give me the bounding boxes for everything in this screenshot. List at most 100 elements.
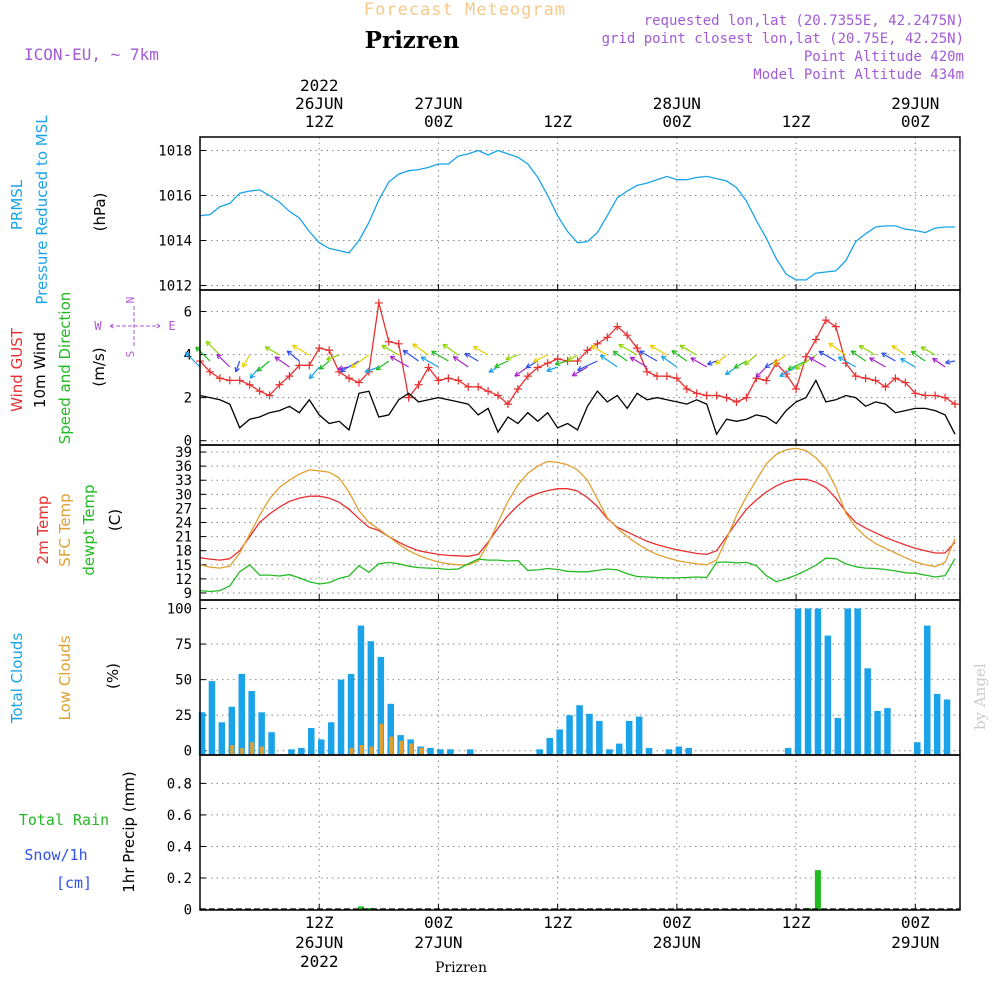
wind-arrow-shaft	[431, 350, 449, 362]
panel-4: 0 0.2 0.4 0.6 0.8 1hr Precip (mm) Total Rain Sn…	[19, 754, 961, 919]
low-cloud-bar	[419, 747, 424, 755]
wind-arrow-head	[274, 356, 280, 362]
rain-bar	[367, 908, 374, 910]
gust-marker	[722, 393, 731, 402]
wind-arrow-head	[629, 356, 636, 362]
wind-arrow-shaft	[600, 354, 618, 368]
bottom-hour-label: 12Z	[305, 913, 334, 932]
wind-arrow-shaft	[661, 355, 678, 368]
gust-marker	[225, 376, 234, 385]
wind-arrow-shaft	[286, 350, 300, 362]
wind-arrow-shaft	[242, 354, 251, 368]
wind-arrow-head	[671, 350, 677, 356]
wind-arrow-head	[715, 359, 721, 365]
gust-marker	[821, 316, 830, 325]
total-cloud-bar	[844, 608, 851, 755]
total-cloud-bar	[864, 668, 871, 755]
low-cloud-bar	[409, 743, 414, 755]
wind-arrow-shaft	[787, 360, 807, 371]
gust-marker	[732, 397, 741, 406]
wind-arrow-head	[532, 357, 539, 363]
wind-arrow-shaft	[340, 360, 360, 373]
gust-marker	[404, 393, 413, 402]
wind-arrow-head	[514, 371, 520, 377]
wind-arrow-head	[554, 360, 561, 366]
top-hour-label: 00Z	[662, 112, 691, 131]
bottom-year-label: 2022	[300, 952, 339, 971]
gust-marker	[851, 372, 860, 381]
y-tick-label: 1018	[158, 144, 192, 160]
y-tick-label: 33	[175, 473, 192, 489]
total-cloud-bar	[377, 656, 385, 755]
wind-arrow-head	[249, 373, 256, 379]
wind-arrow-head	[488, 367, 495, 373]
total-cloud-bar	[337, 679, 345, 755]
top-hour-label: 12Z	[782, 112, 811, 131]
panel-3: 0 25 50 75 100 Total Clouds Low Clouds (%)	[8, 599, 961, 760]
y-axis-label: (hPa)	[91, 193, 109, 232]
y-tick-label: 0	[184, 903, 192, 919]
y-axis-label: Low Clouds	[56, 635, 74, 720]
wind-arrow-shaft	[891, 345, 906, 356]
y-tick-label: 24	[175, 516, 192, 532]
wind-arrow-shaft	[590, 345, 608, 356]
y-axis-label: Total Clouds	[8, 633, 26, 725]
y-axis-label: Pressure Reduced to MSL	[33, 115, 51, 305]
gust-marker	[652, 372, 661, 381]
wind-arrow-shaft	[809, 357, 827, 368]
total-cloud-bar	[447, 749, 454, 755]
wind-arrow-shaft	[828, 342, 847, 356]
wind-arrow-head	[755, 372, 761, 378]
wind-arrow-shaft	[881, 352, 896, 362]
wind-arrow-shaft	[639, 350, 658, 362]
wind-arrow-shaft	[195, 346, 211, 362]
y-tick-label: 39	[175, 445, 192, 461]
wind-arrow-head	[326, 355, 332, 361]
total-cloud-bar	[665, 749, 673, 755]
low-cloud-bar	[349, 747, 354, 755]
total-cloud-bar	[367, 641, 375, 755]
y-tick-label: 1014	[158, 234, 192, 250]
wind-arrow-shaft	[772, 354, 787, 365]
gust-marker	[523, 372, 532, 381]
wind-arrow-shaft	[533, 354, 548, 363]
wind-arrow-head	[828, 342, 834, 348]
y-axis-label: 2m Temp	[34, 496, 52, 565]
gust-marker	[275, 380, 284, 389]
gust-marker	[424, 363, 433, 372]
gust-marker	[633, 344, 642, 353]
total-cloud-bar	[804, 608, 812, 755]
bottom-date-label: 27JUN	[414, 933, 462, 952]
wind-arrow-shaft	[308, 366, 320, 380]
total-cloud-bar	[437, 749, 444, 755]
total-cloud-bar	[914, 742, 921, 755]
total-cloud-bar	[635, 716, 643, 755]
wind-arrow-shaft	[629, 356, 648, 368]
wind-arrow-head	[881, 352, 887, 358]
gust-marker	[811, 335, 820, 344]
wind-arrow-head	[567, 355, 574, 362]
wind-arrow-head	[340, 367, 346, 373]
wind-arrow-head	[706, 360, 713, 366]
gust-marker	[831, 322, 840, 331]
gust-marker	[861, 374, 870, 383]
gust-marker	[871, 376, 880, 385]
gust-marker	[692, 389, 701, 398]
wind-arrow-head	[660, 355, 667, 361]
wind-arrow-shaft	[235, 360, 241, 373]
total-cloud-bar	[268, 732, 275, 755]
series-line-wind-gust	[199, 302, 956, 406]
gust-marker	[265, 391, 274, 400]
gust-marker	[215, 374, 224, 383]
total-cloud-bar	[616, 743, 623, 755]
wind-arrow-shaft	[389, 355, 409, 368]
series-line-prmsl	[199, 149, 955, 281]
panel-frame	[199, 754, 961, 911]
top-date-label: 27JUN	[414, 94, 462, 113]
y-tick-label: 25	[175, 708, 192, 724]
wind-arrow-head	[618, 343, 624, 349]
header-info-line: requested lon,lat (20.7355E, 42.2475N)	[644, 13, 964, 29]
gust-marker	[603, 333, 612, 342]
wind-arrow-shaft	[920, 346, 936, 356]
wind-arrow-head	[525, 363, 532, 369]
